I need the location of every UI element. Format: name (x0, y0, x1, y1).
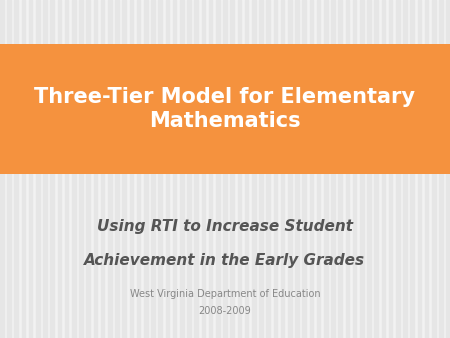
Bar (266, 0, 270, 338)
Bar (317, 0, 320, 338)
Text: Three-Tier Model for Elementary
Mathematics: Three-Tier Model for Elementary Mathemat… (35, 87, 415, 131)
Bar (331, 0, 335, 338)
Bar (281, 0, 284, 338)
Bar (50, 0, 54, 338)
Bar (302, 0, 306, 338)
Bar (130, 0, 133, 338)
Bar (259, 0, 263, 338)
Bar (94, 0, 97, 338)
Bar (396, 0, 400, 338)
Bar (115, 0, 119, 338)
Bar (230, 0, 234, 338)
Bar (72, 0, 76, 338)
Bar (245, 0, 248, 338)
Bar (65, 0, 68, 338)
Bar (137, 0, 140, 338)
Bar (310, 0, 313, 338)
Bar (122, 0, 126, 338)
Bar (382, 0, 385, 338)
Bar (410, 0, 414, 338)
Text: Achievement in the Early Grades: Achievement in the Early Grades (85, 253, 365, 268)
Bar (403, 0, 407, 338)
Bar (209, 0, 212, 338)
Bar (14, 0, 18, 338)
Bar (144, 0, 148, 338)
Text: West Virginia Department of Education: West Virginia Department of Education (130, 289, 320, 299)
Bar (0, 0, 4, 338)
Bar (288, 0, 292, 338)
Bar (324, 0, 328, 338)
Text: 2008-2009: 2008-2009 (198, 306, 252, 316)
Bar (432, 0, 436, 338)
Bar (274, 0, 277, 338)
Bar (29, 0, 32, 338)
Bar (36, 0, 40, 338)
Bar (108, 0, 112, 338)
Bar (166, 0, 169, 338)
Bar (187, 0, 191, 338)
Bar (202, 0, 205, 338)
Bar (439, 0, 443, 338)
Text: Using RTI to Increase Student: Using RTI to Increase Student (97, 219, 353, 234)
Bar (223, 0, 227, 338)
Bar (43, 0, 47, 338)
Bar (346, 0, 349, 338)
Bar (79, 0, 83, 338)
Bar (389, 0, 392, 338)
Bar (353, 0, 356, 338)
Bar (338, 0, 342, 338)
Bar (374, 0, 378, 338)
Bar (158, 0, 162, 338)
Bar (446, 0, 450, 338)
Bar (418, 0, 421, 338)
Bar (238, 0, 241, 338)
Bar (86, 0, 90, 338)
Bar (151, 0, 155, 338)
Bar (425, 0, 428, 338)
Bar (295, 0, 299, 338)
Bar (252, 0, 256, 338)
Bar (7, 0, 11, 338)
Bar (58, 0, 61, 338)
Bar (173, 0, 176, 338)
Bar (194, 0, 198, 338)
Bar (367, 0, 371, 338)
Bar (216, 0, 220, 338)
Bar (101, 0, 104, 338)
Bar (180, 0, 184, 338)
Bar (22, 0, 25, 338)
Bar (0, 44, 450, 174)
Bar (360, 0, 364, 338)
